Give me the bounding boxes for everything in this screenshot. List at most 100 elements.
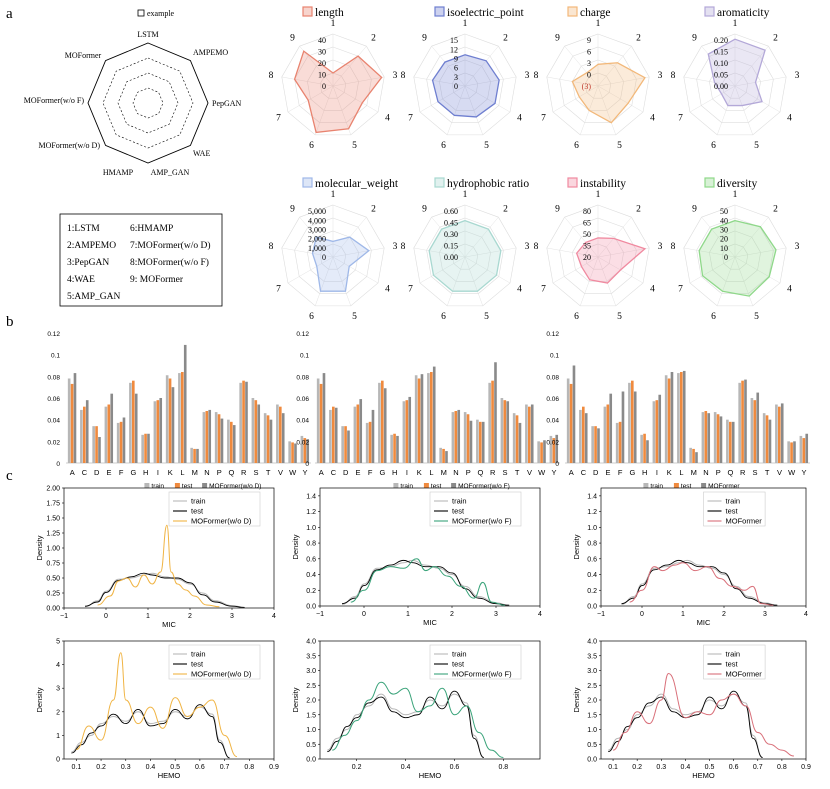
density-ylabel: Density: [35, 535, 44, 560]
density-xlabel: MIC: [423, 618, 437, 627]
radar-spoke-label: 2: [503, 205, 508, 215]
bar-test: [442, 448, 445, 463]
radar-spoke-label: 1: [733, 19, 738, 29]
radar-spoke-label: 2: [371, 205, 376, 215]
density-legend-label: test: [452, 507, 465, 516]
radar-ring: [584, 243, 612, 270]
radar-spoke: [281, 247, 334, 258]
radar-spoke: [464, 76, 517, 87]
bar-xtick: F: [368, 468, 373, 477]
bar-test: [119, 421, 123, 463]
bar-test: [230, 421, 233, 463]
radar-ring: [451, 72, 479, 99]
radar-tick: 0.00: [714, 82, 728, 91]
bar-xtick: M: [441, 468, 447, 477]
example-ring: [132, 87, 164, 119]
bar-ytick: 0.12: [296, 331, 309, 338]
radar-spoke-label: 1: [463, 190, 468, 200]
example-model-label: WAE: [193, 149, 210, 158]
density-xtick: 4: [272, 613, 276, 620]
radar-tick: 80: [583, 207, 591, 216]
density-legend-label: MOFormer(w/o F): [452, 517, 512, 526]
panel-label-c: c: [6, 468, 13, 484]
density-legend-label: train: [726, 497, 741, 506]
density-line-test: [341, 559, 510, 606]
density-xtick: 4: [538, 611, 542, 618]
density-ytick: 1: [56, 733, 60, 740]
bar-train: [701, 412, 705, 463]
radar-tick: 50: [583, 230, 591, 239]
radar-spoke: [464, 217, 499, 258]
density-ytick: 4.0: [306, 639, 316, 646]
radar-spoke: [287, 256, 334, 284]
bar-legend-label: train: [151, 483, 164, 490]
bar-test: [729, 421, 732, 463]
bar-train: [92, 426, 95, 463]
radar-spoke: [446, 85, 466, 135]
bar-xtick: V: [777, 468, 782, 477]
density-xtick: 0.7: [220, 764, 230, 771]
density-line-train: [621, 559, 778, 606]
radar-tick: (3): [582, 82, 592, 91]
density-line-test: [71, 704, 230, 759]
radar-spoke-label: 7: [276, 114, 281, 124]
bar-moformer-w-o-d-: [281, 413, 285, 463]
radar-spoke-label: 9: [555, 205, 560, 215]
radar-spoke: [332, 76, 385, 87]
radar-spoke: [597, 46, 632, 87]
bar-test: [107, 404, 111, 463]
radar-spoke: [701, 46, 736, 87]
radar-spoke: [683, 76, 736, 87]
radar-spoke-label: 7: [408, 285, 413, 295]
radar-spoke: [287, 85, 334, 113]
bar-moformer-w-o-f-: [555, 434, 559, 463]
bar-train: [652, 401, 656, 463]
radar-spoke: [564, 46, 599, 87]
radar-spoke: [734, 256, 754, 306]
density-xtick: 1: [146, 613, 150, 620]
radar-tick: 15: [450, 36, 458, 45]
bar-test: [540, 442, 543, 463]
bar-moformer-w-o-d-: [294, 443, 297, 463]
density-line-moformer-w-o-f-: [332, 681, 504, 759]
radar-spoke-label: 4: [787, 285, 792, 295]
density-legend-box: [429, 491, 522, 527]
radar-spoke-label: 2: [773, 205, 778, 215]
bar-moformer: [744, 379, 747, 463]
radar-spoke: [464, 85, 511, 113]
bar-moformer-w-o-d-: [232, 425, 236, 463]
bar-xtick: H: [392, 468, 397, 477]
index-entry: 5:AMP_GAN: [67, 292, 120, 302]
density-line-moformer: [612, 672, 794, 757]
bar-moformer: [670, 372, 674, 463]
radar-spoke-label: 2: [773, 34, 778, 44]
bar-train: [628, 382, 631, 463]
density-ytick: 0.0: [587, 757, 597, 764]
density-line-test: [327, 690, 484, 758]
radar-spoke-label: 5: [754, 312, 759, 322]
density-xtick: 1: [406, 611, 410, 618]
bar-xtick: M: [192, 468, 198, 477]
bar-ytick: 0.06: [296, 396, 309, 403]
bar-moformer-w-o-d-: [159, 398, 163, 463]
radar-spoke: [734, 256, 781, 284]
radar-spoke-label: 8: [269, 71, 274, 81]
radar-data-polygon: [571, 62, 646, 124]
radar-spoke: [564, 217, 599, 258]
radar-spoke-label: 2: [371, 34, 376, 44]
radar-ring: [294, 217, 372, 294]
density-line-test: [621, 559, 778, 606]
bar-xtick: R: [241, 468, 247, 477]
density-xtick: 0.6: [450, 764, 460, 771]
density-line-moformer-w-o-d-: [76, 652, 238, 758]
bar-xtick: S: [752, 468, 757, 477]
bar-xtick: W: [289, 468, 297, 477]
bar-ytick: 0.04: [47, 418, 60, 425]
panel-label-b: b: [6, 314, 14, 330]
bar-xtick: G: [630, 468, 636, 477]
bar-train: [104, 406, 108, 463]
radar-spoke-label: 1: [331, 19, 336, 29]
